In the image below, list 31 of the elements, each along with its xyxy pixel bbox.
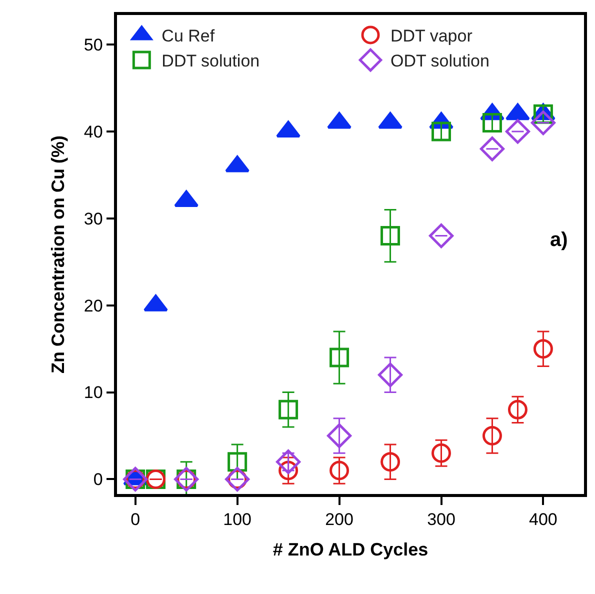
y-tick-label: 10 [84,383,103,402]
y-tick-label: 30 [84,209,103,228]
point [330,460,350,480]
x-tick-label: 400 [529,510,558,530]
legend-label: ODT solution [390,52,490,71]
point [278,400,298,420]
point [506,103,530,120]
point [326,423,352,448]
y-tick-label: 20 [84,296,103,316]
annotation: a) [550,229,568,251]
y-tick-label: 50 [84,36,103,55]
legend-label: DDT vapor [390,26,473,46]
x-tick-label: 100 [223,510,252,530]
x-tick-label: 0 [130,510,140,530]
point [482,426,502,446]
point [330,348,350,368]
legend-label: Cu Ref [162,26,215,46]
point [533,339,553,359]
y-axis-title: Zn Concentration on Cu (%) [48,136,68,374]
point [174,190,199,208]
point [432,443,451,463]
x-tick-label: 200 [325,510,354,530]
point [276,450,301,474]
x-tick-label: 300 [427,510,456,530]
legend-label: DDT solution [162,52,260,71]
x-axis-title: # ZnO ALD Cycles [272,539,428,560]
point [378,362,403,388]
y-tick-label: 0 [93,470,103,490]
point [508,400,528,420]
point [380,452,400,472]
y-tick-label: 40 [84,122,103,142]
